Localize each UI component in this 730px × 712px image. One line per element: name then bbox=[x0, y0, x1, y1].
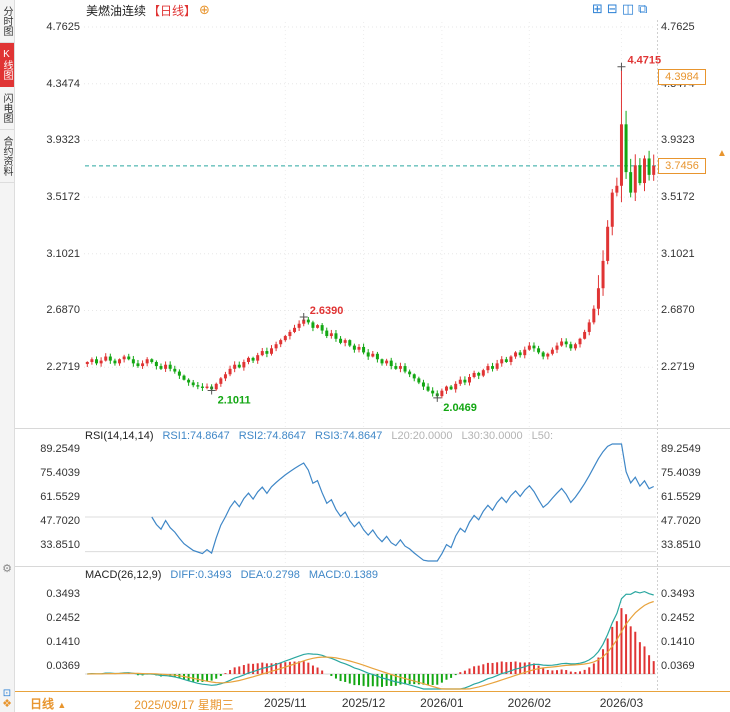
rsi-l30-readout: L30:30.0000 bbox=[461, 430, 523, 442]
price-axis-label: 2.2719 bbox=[661, 361, 695, 374]
price-annotation: 4.4715 bbox=[627, 55, 661, 67]
price-axis-label: 3.5172 bbox=[46, 191, 80, 204]
rsi-axis-label: 61.5529 bbox=[40, 490, 80, 503]
date-tick: 2026/03 bbox=[599, 696, 644, 710]
macd-axis-label: 0.3493 bbox=[46, 588, 80, 600]
price-annotation: 2.6390 bbox=[310, 305, 344, 317]
add-indicator-icon[interactable]: ⊕ bbox=[199, 2, 210, 17]
current-price-label: 3.7456 bbox=[658, 157, 706, 174]
price-axis-label: 2.2719 bbox=[46, 361, 80, 374]
period-arrow-icon: ▲ bbox=[57, 700, 67, 710]
date-tick: 2025/12 bbox=[341, 696, 386, 710]
period-tag[interactable]: 【日线】 bbox=[148, 3, 197, 18]
macd-axis-label: 0.1410 bbox=[46, 636, 80, 648]
bottom-diamond-icon[interactable]: ❖ bbox=[2, 698, 12, 710]
price-axis-label: 4.7625 bbox=[661, 21, 695, 33]
rsi-axis-label: 33.8510 bbox=[661, 538, 701, 551]
bottom-square-icon[interactable]: ⊡ bbox=[2, 688, 12, 699]
rsi3-readout: RSI3:74.8647 bbox=[315, 430, 383, 442]
layout-toolbar: ⊞ ⊟ ◫ ⧉ bbox=[592, 1, 647, 17]
macd-axis-label: 0.1410 bbox=[661, 636, 695, 648]
instrument-title: 美燃油连续 bbox=[86, 3, 147, 18]
macd-params: MACD(26,12,9) bbox=[85, 569, 162, 581]
date-tick: 2025/11 bbox=[264, 696, 307, 710]
macd-axis-label: 0.0369 bbox=[46, 660, 80, 672]
left-tab-strip: 分时图 K线图 闪电图 合约资料 ⚙ ⊡ ❖ bbox=[0, 0, 15, 712]
macd-value-readout: MACD:0.1389 bbox=[308, 569, 378, 581]
sidebar-tab-kline[interactable]: K线图 bbox=[0, 43, 14, 87]
rsi-header: RSI(14,14,14) RSI1:74.8647 RSI2:74.8647 … bbox=[85, 430, 553, 442]
rsi-l50-readout: L50: bbox=[531, 430, 554, 442]
price-axis-label: 3.9323 bbox=[661, 134, 695, 147]
indicator-settings-gear-icon[interactable]: ⚙ bbox=[2, 563, 12, 575]
macd-axis-label: 0.3493 bbox=[661, 588, 695, 600]
date-tick: 2026/01 bbox=[420, 696, 464, 710]
layout-split-icon[interactable]: ⊟ bbox=[606, 1, 618, 16]
macd-axis-label: 0.0369 bbox=[661, 660, 695, 672]
macd-axis-label: 0.2452 bbox=[46, 612, 80, 624]
layout-grid-icon[interactable]: ⊞ bbox=[592, 1, 603, 16]
rsi-l20-readout: L20:20.0000 bbox=[391, 430, 453, 442]
rsi-axis-label: 61.5529 bbox=[661, 490, 701, 503]
macd-axis-label: 0.2452 bbox=[661, 612, 695, 624]
price-annotation: 2.1011 bbox=[218, 395, 251, 407]
rsi-axis-label: 75.4039 bbox=[661, 466, 701, 479]
rsi-params: RSI(14,14,14) bbox=[85, 430, 154, 442]
rsi1-readout: RSI1:74.8647 bbox=[162, 430, 230, 442]
price-axis-label: 4.3474 bbox=[46, 77, 80, 90]
time-axis-bar: 日线 ▲ 2025/09/17 星期三 2025/11 2025/12 2026/01… bbox=[14, 691, 730, 712]
price-axis-label: 4.7625 bbox=[46, 21, 80, 33]
rsi-axis-label: 33.8510 bbox=[40, 538, 80, 551]
rsi-axis-label: 89.2549 bbox=[661, 443, 701, 455]
price-axis-label: 2.6870 bbox=[46, 304, 80, 317]
rsi-axis-label: 47.7020 bbox=[661, 514, 701, 527]
chart-header: 美燃油连续 【日线】 ⊕ bbox=[86, 2, 210, 18]
rsi2-readout: RSI2:74.8647 bbox=[238, 430, 307, 442]
sidebar-tab-lightning[interactable]: 闪电图 bbox=[0, 87, 14, 130]
sidebar-tab-timeshare[interactable]: 分时图 bbox=[0, 0, 14, 43]
macd-header: MACD(26,12,9) DIFF:0.3493 DEA:0.2798 MAC… bbox=[85, 569, 378, 581]
period-selector[interactable]: 日线 ▲ bbox=[30, 697, 67, 711]
ref-price-label: 4.3984 bbox=[658, 68, 706, 85]
price-up-arrow-icon: ▲ bbox=[717, 148, 727, 159]
layout-dual-icon[interactable]: ◫ bbox=[621, 1, 635, 16]
price-axis-label: 3.1021 bbox=[46, 247, 80, 260]
price-annotation: 2.0469 bbox=[443, 402, 477, 414]
rsi-axis-label: 89.2549 bbox=[40, 443, 80, 455]
macd-dea-readout: DEA:0.2798 bbox=[240, 569, 300, 581]
date-tick: 2026/02 bbox=[507, 696, 552, 710]
macd-diff-readout: DIFF:0.3493 bbox=[170, 569, 232, 581]
price-axis-label: 3.5172 bbox=[661, 191, 695, 204]
price-axis-label: 3.9323 bbox=[46, 134, 80, 147]
rsi-axis-label: 75.4039 bbox=[40, 466, 80, 479]
price-axis-label: 2.6870 bbox=[661, 304, 695, 317]
sidebar-tab-contract-info[interactable]: 合约资料 bbox=[0, 130, 14, 183]
price-axis-label: 3.1021 bbox=[661, 247, 695, 260]
rsi-axis-label: 47.7020 bbox=[40, 514, 80, 527]
date-tick: 2025/09/17 星期三 bbox=[134, 698, 234, 712]
layout-window-icon[interactable]: ⧉ bbox=[638, 1, 648, 16]
